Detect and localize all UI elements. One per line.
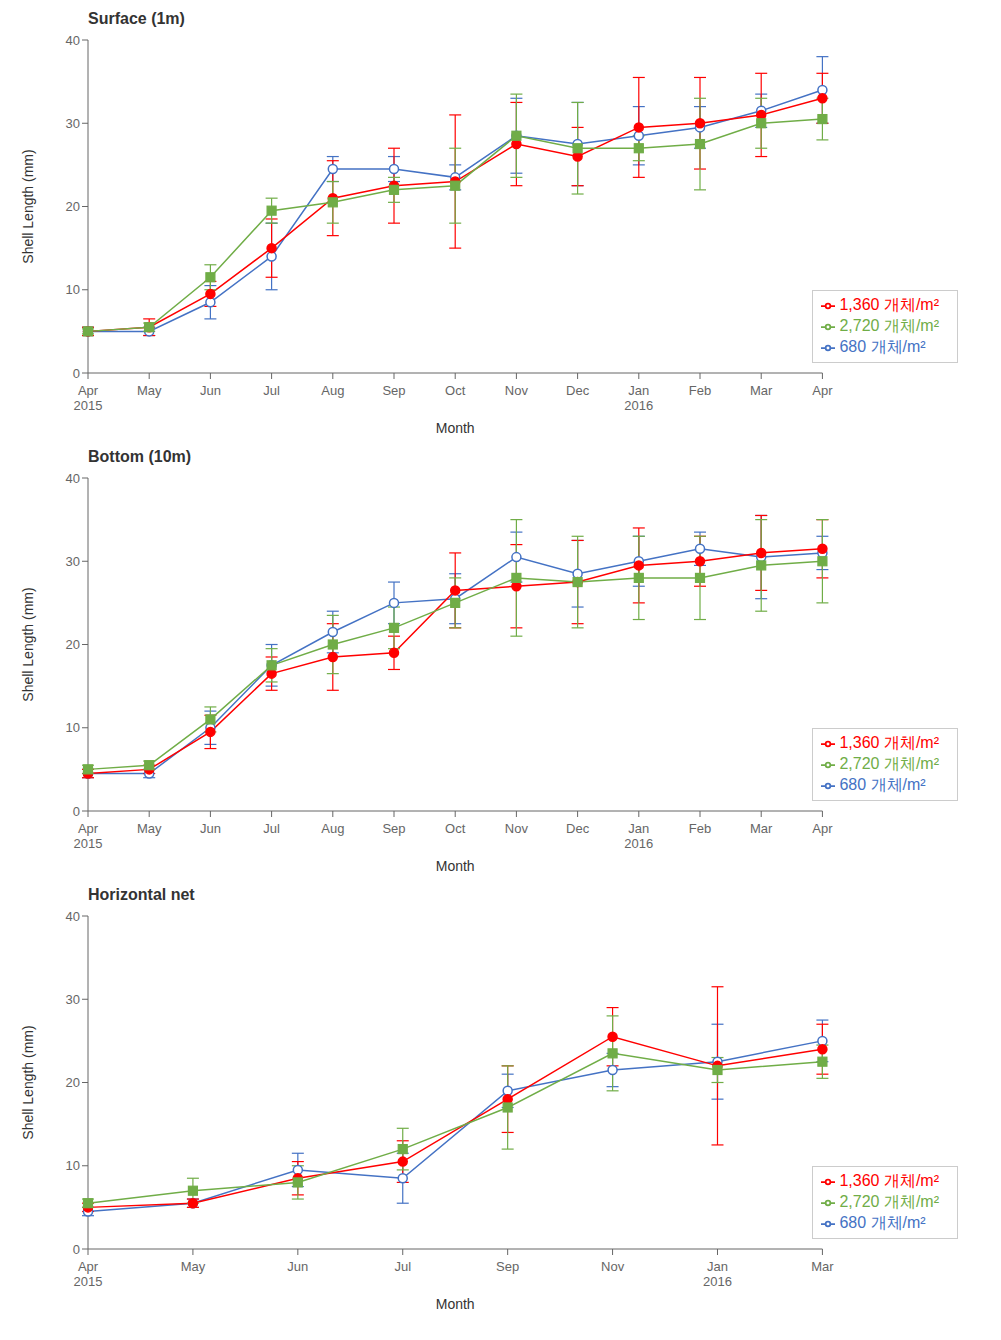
- svg-text:30: 30: [66, 116, 80, 131]
- svg-text:30: 30: [66, 992, 80, 1007]
- html-text:2,720 개체/m²: 2,720 개체/m²: [839, 755, 939, 772]
- html-text:1,360 개체/m²: 1,360 개체/m²: [839, 296, 939, 313]
- svg-text:Jan2016: Jan2016: [624, 821, 653, 851]
- svg-text:Jun: Jun: [200, 383, 221, 398]
- svg-text:Nov: Nov: [505, 821, 529, 836]
- svg-text:Shell Length (mm): Shell Length (mm): [20, 1025, 36, 1139]
- svg-text:Apr2015: Apr2015: [74, 383, 103, 413]
- svg-text:May: May: [181, 1259, 206, 1274]
- svg-text:Jun: Jun: [287, 1259, 308, 1274]
- svg-text:Sep: Sep: [382, 383, 405, 398]
- svg-text:Shell Length (mm): Shell Length (mm): [20, 149, 36, 263]
- html-text:Surface (1m): Surface (1m): [88, 10, 185, 27]
- svg-text:Dec: Dec: [566, 821, 590, 836]
- svg-text:Apr2015: Apr2015: [74, 1259, 103, 1289]
- svg-text:Jul: Jul: [263, 821, 280, 836]
- svg-text:May: May: [137, 821, 162, 836]
- svg-text:10: 10: [66, 282, 80, 297]
- html-text:Bottom (10m): Bottom (10m): [88, 448, 192, 465]
- svg-text:Apr: Apr: [812, 383, 833, 398]
- svg-text:Oct: Oct: [445, 821, 466, 836]
- html-text:2,720 개체/m²: 2,720 개체/m²: [839, 317, 939, 334]
- svg-text:30: 30: [66, 554, 80, 569]
- html-text:2,720 개체/m²: 2,720 개체/m²: [839, 1193, 939, 1210]
- svg-text:Jun: Jun: [200, 821, 221, 836]
- svg-text:Aug: Aug: [321, 821, 344, 836]
- svg-text:May: May: [137, 383, 162, 398]
- svg-text:Mar: Mar: [750, 821, 773, 836]
- html-text:Horizontal net: Horizontal net: [88, 886, 195, 903]
- svg-text:20: 20: [66, 199, 80, 214]
- svg-text:Jan2016: Jan2016: [703, 1259, 732, 1289]
- svg-text:Jul: Jul: [394, 1259, 411, 1274]
- svg-text:Nov: Nov: [505, 383, 529, 398]
- html-text:680 개체/m²: 680 개체/m²: [839, 776, 926, 793]
- svg-text:40: 40: [66, 909, 80, 924]
- html-text:680 개체/m²: 680 개체/m²: [839, 338, 926, 355]
- svg-text:Mar: Mar: [811, 1259, 834, 1274]
- html-text:1,360 개체/m²: 1,360 개체/m²: [839, 734, 939, 751]
- svg-text:40: 40: [66, 33, 80, 48]
- svg-text:Apr2015: Apr2015: [74, 821, 103, 851]
- svg-text:Oct: Oct: [445, 383, 466, 398]
- svg-text:Nov: Nov: [601, 1259, 625, 1274]
- svg-text:Month: Month: [436, 420, 475, 436]
- svg-text:Dec: Dec: [566, 383, 590, 398]
- svg-text:0: 0: [73, 366, 80, 381]
- svg-text:Feb: Feb: [689, 383, 711, 398]
- svg-text:Month: Month: [436, 1296, 475, 1312]
- svg-text:Apr: Apr: [812, 821, 833, 836]
- svg-text:Sep: Sep: [382, 821, 405, 836]
- svg-text:Feb: Feb: [689, 821, 711, 836]
- svg-text:Aug: Aug: [321, 383, 344, 398]
- svg-text:20: 20: [66, 637, 80, 652]
- svg-text:0: 0: [73, 1242, 80, 1257]
- svg-text:0: 0: [73, 804, 80, 819]
- svg-text:Sep: Sep: [496, 1259, 519, 1274]
- html-text:1,360 개체/m²: 1,360 개체/m²: [839, 1172, 939, 1189]
- html-text:680 개체/m²: 680 개체/m²: [839, 1214, 926, 1231]
- svg-text:Shell Length (mm): Shell Length (mm): [20, 587, 36, 701]
- svg-text:Month: Month: [436, 858, 475, 874]
- svg-text:40: 40: [66, 471, 80, 486]
- svg-text:20: 20: [66, 1075, 80, 1090]
- svg-text:Mar: Mar: [750, 383, 773, 398]
- svg-text:Jan2016: Jan2016: [624, 383, 653, 413]
- svg-text:10: 10: [66, 1158, 80, 1173]
- svg-text:Jul: Jul: [263, 383, 280, 398]
- svg-text:10: 10: [66, 720, 80, 735]
